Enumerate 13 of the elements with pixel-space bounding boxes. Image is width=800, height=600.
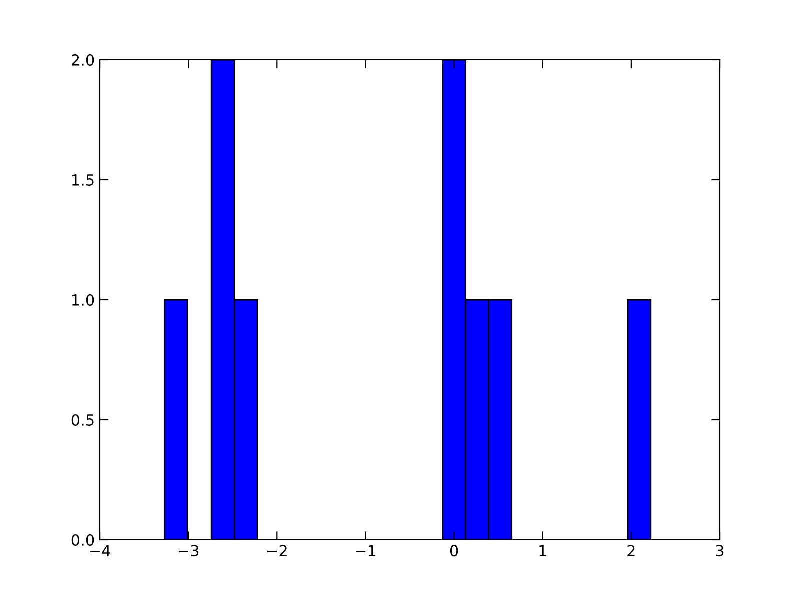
y-tick-label: 2.0 (72, 54, 94, 66)
x-tick-label: 0 (450, 545, 458, 557)
y-tick-label: 0.0 (72, 534, 94, 546)
x-tick-label: −3 (178, 545, 199, 557)
x-tick-label: −1 (356, 545, 376, 556)
x-tick-label: −2 (268, 545, 287, 556)
y-tick-label: 1.5 (72, 174, 94, 186)
x-tick-label: 2 (628, 545, 635, 556)
y-tick-label: 1.0 (72, 294, 94, 306)
y-tick-label: 0.5 (72, 414, 94, 426)
x-tick-label: −4 (90, 545, 110, 556)
x-tick-label: 1 (540, 545, 546, 556)
x-tick-label: 3 (716, 545, 724, 557)
